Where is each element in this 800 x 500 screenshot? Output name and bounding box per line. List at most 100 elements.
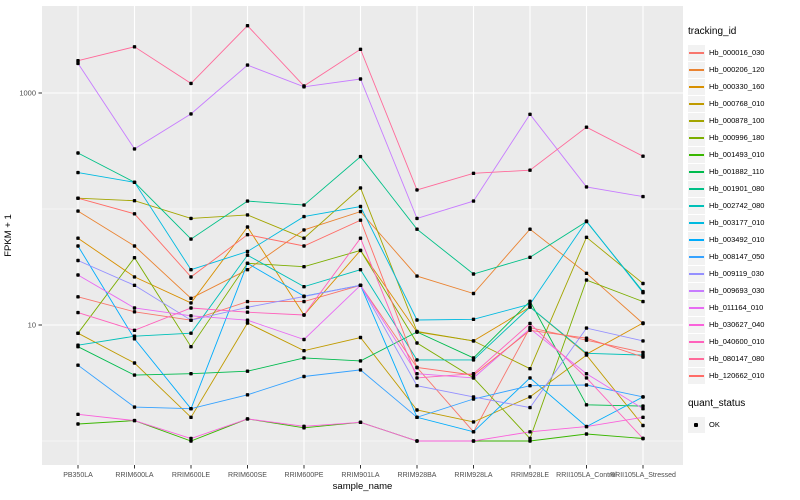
data-point-marker <box>584 376 589 380</box>
legend-item-label: Hb_040600_010 <box>709 337 765 346</box>
data-point-marker <box>528 328 532 332</box>
data-point-marker <box>471 339 476 343</box>
data-point-marker <box>471 376 476 380</box>
data-point-marker <box>358 420 363 424</box>
data-point-marker <box>189 318 193 322</box>
data-point-marker <box>471 272 476 276</box>
data-point-marker <box>189 268 193 272</box>
data-point-marker <box>76 151 80 155</box>
data-point-marker <box>132 147 137 151</box>
x-tick-label: RRIM901LA <box>341 472 379 479</box>
legend-item-label: Hb_001901_080 <box>709 184 765 193</box>
data-point-marker <box>302 356 306 360</box>
x-axis-title: sample_name <box>333 481 393 492</box>
data-point-marker <box>641 281 645 286</box>
x-tick-label: RRIM600LE <box>172 472 210 479</box>
legend-item-Hb_000996_180: Hb_000996_180 <box>688 129 800 146</box>
data-point-marker <box>471 395 476 399</box>
data-point-marker <box>245 213 250 217</box>
data-point-marker <box>132 180 137 184</box>
legend-line-swatch <box>689 289 704 292</box>
data-point-marker <box>76 343 80 347</box>
data-point-marker <box>641 339 645 343</box>
legend-shape-items: OK <box>688 416 800 433</box>
legend-color-swatch <box>688 299 705 316</box>
legend-line-swatch <box>689 119 704 122</box>
data-point-marker <box>528 299 532 303</box>
legend-item-label: Hb_009119_030 <box>709 269 764 278</box>
data-point-marker <box>132 283 137 287</box>
data-point-marker <box>528 439 532 443</box>
data-point-marker <box>584 372 589 376</box>
legend-item-label: Hb_000330_160 <box>709 82 765 91</box>
y-tick-label: 10 <box>28 321 36 330</box>
data-point-marker <box>471 373 476 377</box>
data-point-marker <box>245 268 250 272</box>
legend-color-swatch <box>688 350 705 367</box>
data-point-marker <box>302 294 306 299</box>
data-point-marker <box>302 244 306 248</box>
data-point-marker <box>302 349 306 353</box>
data-point-marker <box>584 125 589 129</box>
data-point-marker <box>245 305 250 309</box>
data-point-marker <box>245 225 250 229</box>
data-point-marker <box>584 403 589 407</box>
legend-line-swatch <box>689 85 704 88</box>
data-point-marker <box>189 314 193 318</box>
legend-item-Hb_002742_080: Hb_002742_080 <box>688 197 800 214</box>
data-point-marker <box>641 321 645 325</box>
data-point-marker <box>76 170 80 175</box>
data-point-marker <box>528 395 532 399</box>
legend-item-label: Hb_000768_010 <box>709 99 765 108</box>
legend-item-Hb_000878_100: Hb_000878_100 <box>688 112 800 129</box>
data-point-marker <box>245 393 250 397</box>
data-point-marker <box>415 372 419 376</box>
x-tick-label: RRII105LA_Control <box>556 472 617 479</box>
legend-gap <box>688 384 800 398</box>
data-point-marker <box>358 283 363 287</box>
data-point-marker <box>189 407 193 411</box>
data-point-marker <box>245 310 250 314</box>
data-point-marker <box>245 369 250 373</box>
data-point-marker <box>471 430 476 434</box>
data-point-marker <box>584 351 589 355</box>
data-point-marker <box>245 253 250 257</box>
data-point-marker <box>302 374 306 379</box>
y-tick-label: 1000 <box>19 89 36 98</box>
data-point-marker <box>76 310 80 315</box>
legend-color-swatch <box>688 146 705 163</box>
legend-item-Hb_011164_010: Hb_011164_010 <box>688 299 800 316</box>
legend-item-label: Hb_030627_040 <box>709 320 765 329</box>
data-point-marker <box>132 275 137 279</box>
data-point-marker <box>76 59 80 63</box>
legend-item-Hb_001493_010: Hb_001493_010 <box>688 146 800 163</box>
x-tick-label: RRIM928LA <box>454 472 492 479</box>
data-point-marker <box>132 244 137 248</box>
data-point-marker <box>132 418 137 423</box>
data-point-marker <box>471 171 476 175</box>
data-point-marker <box>641 395 645 399</box>
data-point-marker <box>132 199 137 203</box>
legend-color-swatch <box>688 282 705 299</box>
data-point-marker <box>528 430 532 434</box>
data-point-marker <box>641 436 645 441</box>
legend-line-swatch <box>689 204 704 207</box>
data-point-marker <box>245 24 250 28</box>
data-point-marker <box>189 372 193 376</box>
data-point-marker <box>528 367 532 371</box>
data-point-marker <box>76 244 80 248</box>
data-point-marker <box>76 295 80 299</box>
data-point-marker <box>415 384 419 388</box>
data-point-marker <box>358 335 363 340</box>
data-point-marker <box>641 194 645 199</box>
data-point-marker <box>528 168 532 172</box>
legend-item-label: Hb_000878_100 <box>709 116 765 125</box>
data-point-marker <box>245 321 250 325</box>
legend-item-label: Hb_011164_010 <box>709 303 764 312</box>
data-point-marker <box>641 407 645 411</box>
legend-line-swatch <box>689 374 704 377</box>
data-point-marker <box>302 265 306 269</box>
data-point-marker <box>415 415 419 419</box>
legend-color-swatch <box>688 44 705 61</box>
data-point-marker <box>415 358 419 362</box>
